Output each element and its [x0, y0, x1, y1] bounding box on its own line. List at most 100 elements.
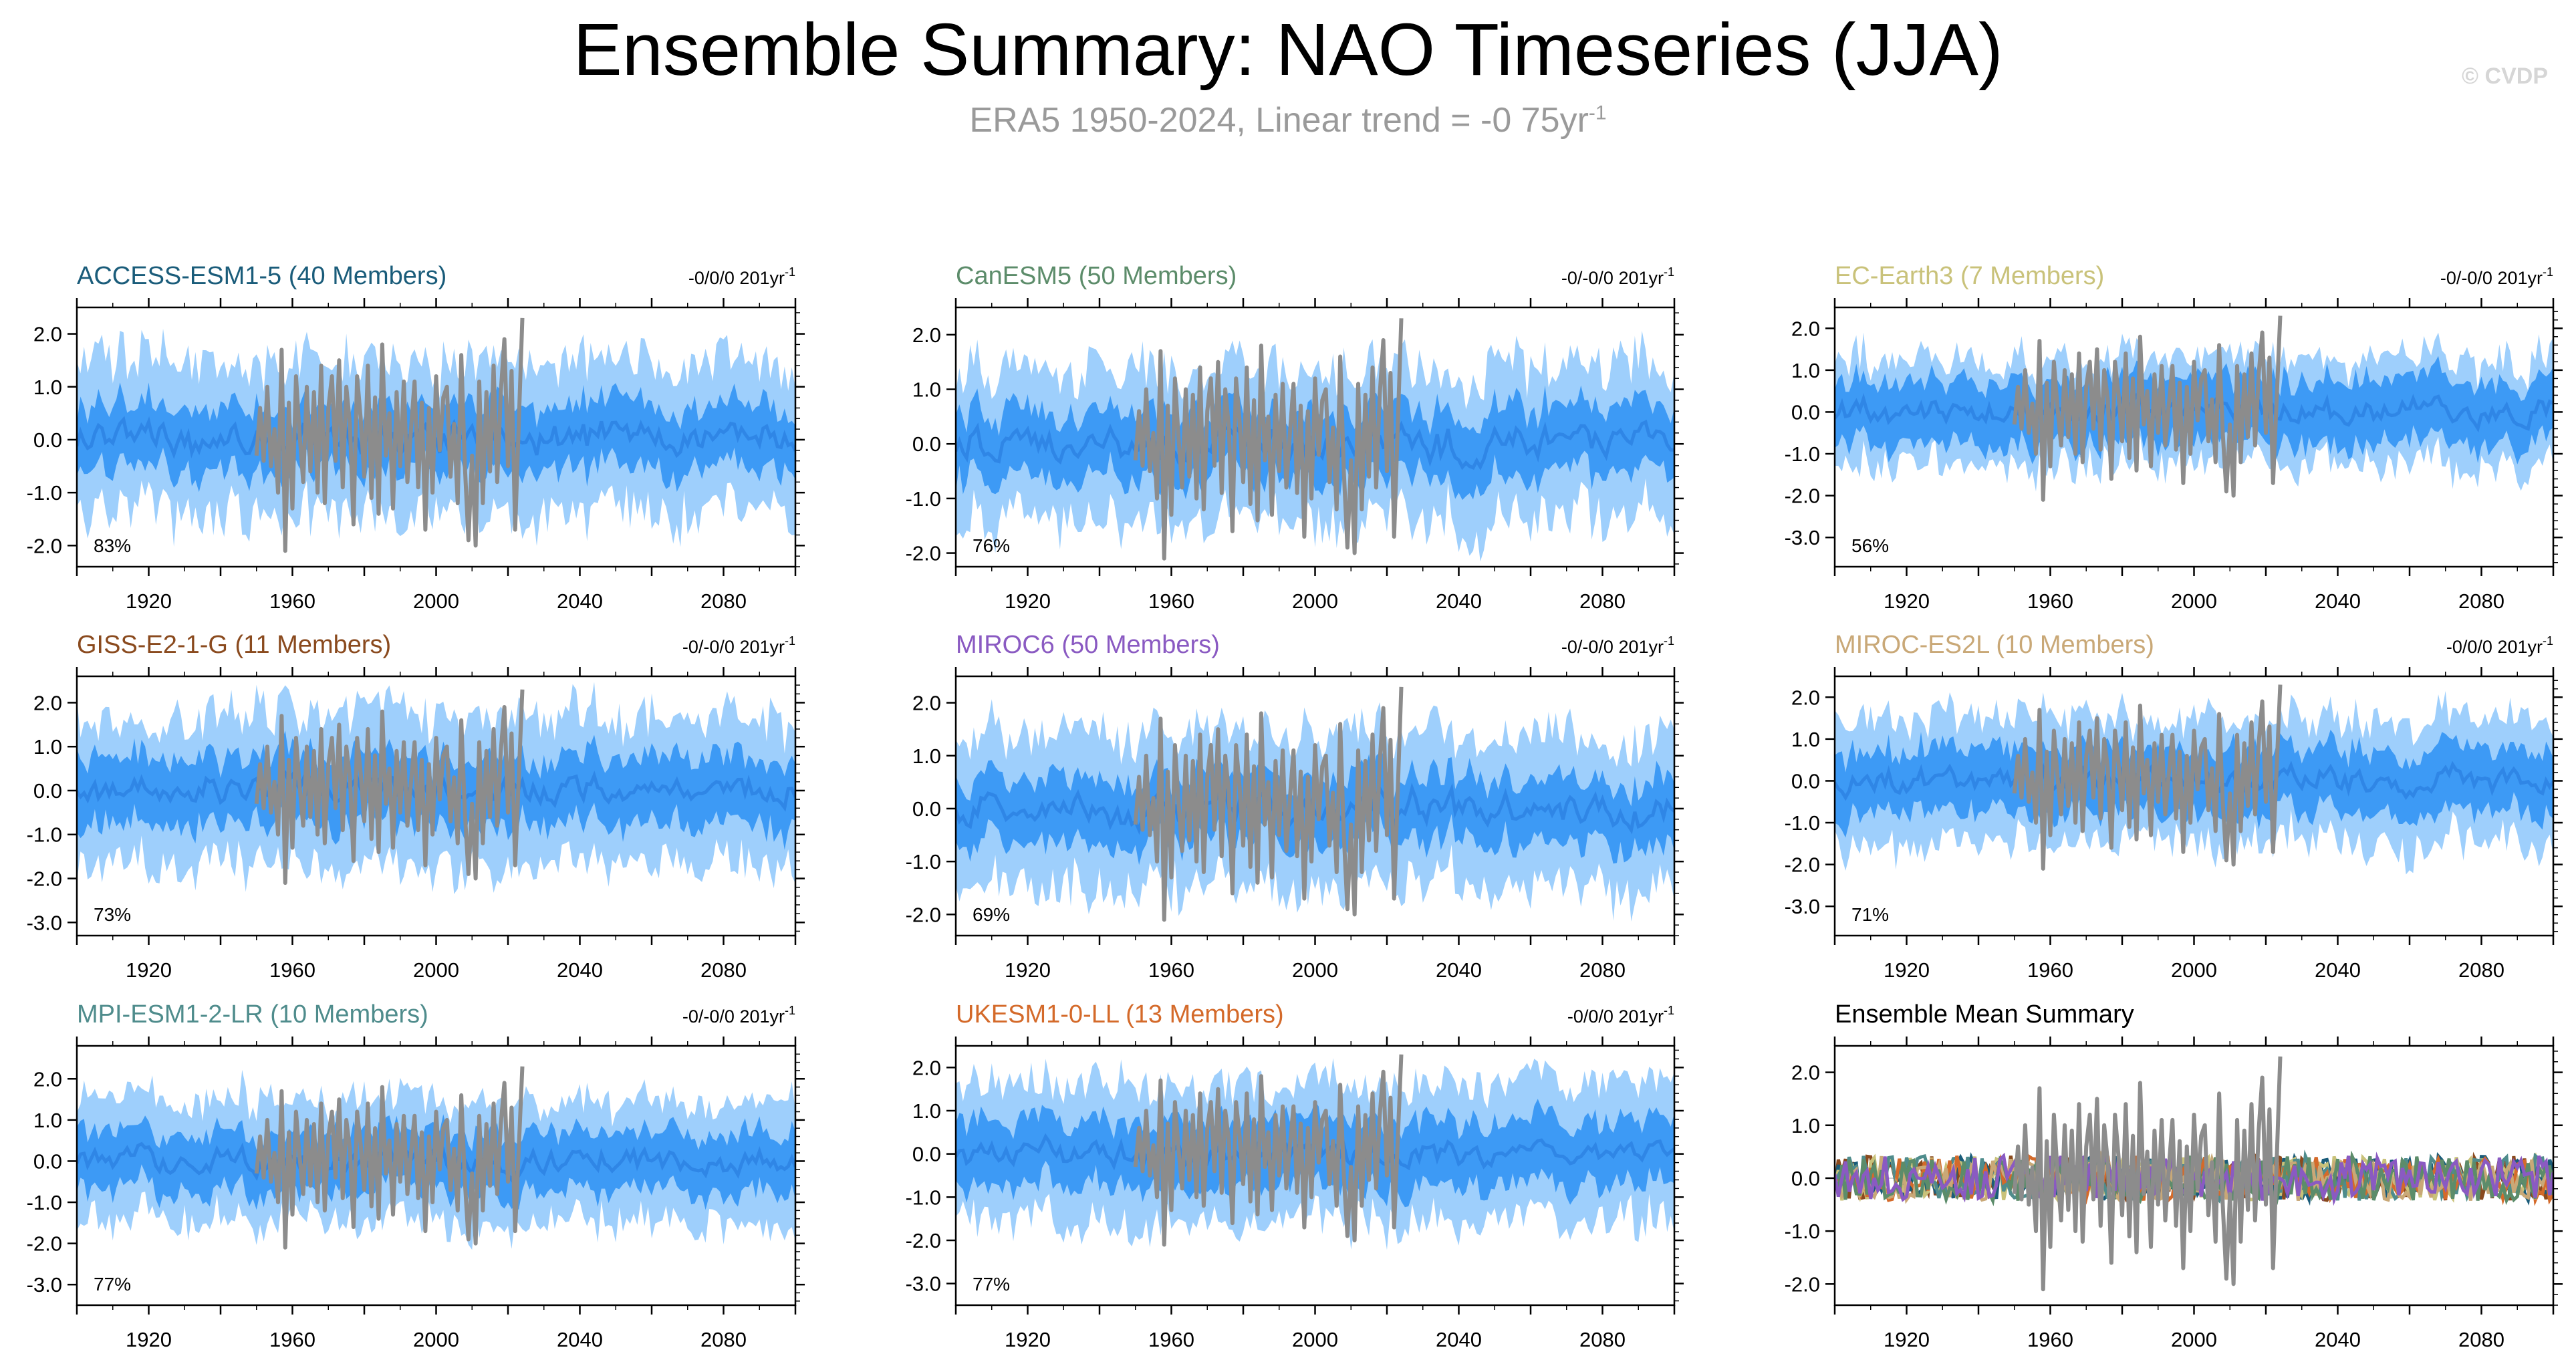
- trend-label: -0/-0/0 201yr-1: [1561, 265, 1674, 288]
- plot-area: [77, 682, 795, 894]
- x-tick-label: 2040: [557, 958, 603, 982]
- y-tick-label: 0.0: [912, 1143, 941, 1166]
- x-tick-label: 1920: [126, 958, 172, 982]
- plot-area: [77, 317, 795, 553]
- x-tick-label: 2040: [1436, 589, 1482, 613]
- y-tick-label: 1.0: [1791, 728, 1820, 751]
- chart-panel-8: 2.0 1.0 0.0 -1.0 -2.0 -3.0 1920 1960 2000 2040 208…: [906, 1000, 1684, 1351]
- y-tick-label: 0.0: [33, 428, 62, 452]
- panel-title: UKESM1-0-LL (13 Members): [956, 1000, 1284, 1028]
- panel-title: Ensemble Mean Summary: [1835, 1000, 2134, 1028]
- percent-label: 56%: [1851, 535, 1889, 556]
- model-mean-series-7: [1835, 1150, 2553, 1206]
- trend-label: -0/-0/0 201yr-1: [682, 1004, 795, 1026]
- y-tick-label: 2.0: [1791, 1061, 1820, 1085]
- y-tick-label: -1.0: [906, 1186, 941, 1209]
- trend-superscript: -1: [2543, 634, 2553, 648]
- percent-label: 73%: [94, 904, 131, 925]
- inner-spread-band: [1835, 729, 2553, 838]
- trend-text: -0/0/0 201yr: [1567, 1006, 1664, 1026]
- y-tick-label: -2.0: [27, 1232, 62, 1256]
- chart-panel-1: 2.0 1.0 0.0 -1.0 -2.0 1920 1960 2000 2040 2080 ACC…: [27, 262, 805, 613]
- x-tick-label: 2080: [700, 589, 747, 613]
- x-tick-label: 2000: [2171, 1328, 2217, 1351]
- panel-title: MIROC6 (50 Members): [956, 631, 1220, 659]
- observed-series-line: [1133, 686, 1404, 922]
- chart-panel-5: 2.0 1.0 0.0 -1.0 -2.0 1920 1960 2000 2040 2080 MIR…: [906, 631, 1684, 982]
- trend-label: -0/0/0 201yr-1: [1567, 1004, 1674, 1026]
- trend-superscript: -1: [1664, 634, 1674, 648]
- y-tick-label: -2.0: [906, 903, 941, 926]
- y-tick-label: 0.0: [1791, 769, 1820, 793]
- y-tick-label: -1.0: [27, 481, 62, 505]
- trend-text: -0/0/0 201yr: [688, 268, 785, 288]
- y-tick-label: -2.0: [1785, 853, 1820, 877]
- y-tick-label: 2.0: [912, 1056, 941, 1079]
- trend-superscript: -1: [1664, 1004, 1674, 1017]
- x-tick-label: 1960: [2027, 1328, 2073, 1351]
- y-tick-label: 2.0: [33, 323, 62, 346]
- y-tick-label: -2.0: [1785, 485, 1820, 508]
- y-tick-label: 1.0: [1791, 1114, 1820, 1137]
- observed-series-line: [254, 689, 525, 885]
- panel-title: MPI-ESM1-2-LR (10 Members): [77, 1000, 428, 1028]
- x-tick-label: 1920: [126, 589, 172, 613]
- x-tick-label: 2040: [2315, 958, 2361, 982]
- panel-title: CanESM5 (50 Members): [956, 262, 1237, 290]
- x-tick-label: 2040: [1436, 1328, 1482, 1351]
- x-tick-label: 1960: [2027, 589, 2073, 613]
- trend-label: -0/-0/0 201yr-1: [682, 634, 795, 657]
- plot-area: [956, 318, 1674, 562]
- x-tick-label: 2080: [2458, 589, 2504, 613]
- y-tick-label: 1.0: [33, 735, 62, 759]
- percent-label: 83%: [94, 535, 131, 556]
- trend-text: -0/-0/0 201yr: [1561, 268, 1664, 288]
- x-tick-label: 2080: [700, 1328, 747, 1351]
- percent-label: 77%: [973, 1274, 1010, 1294]
- x-tick-label: 1960: [1148, 958, 1194, 982]
- plot-area: [1835, 684, 2553, 875]
- plot-area: [77, 1066, 795, 1250]
- trend-text: -0/-0/0 201yr: [2440, 268, 2543, 288]
- y-tick-label: -3.0: [906, 1272, 941, 1296]
- x-tick-label: 1960: [1148, 1328, 1194, 1351]
- x-tick-label: 2000: [413, 589, 459, 613]
- x-tick-label: 2040: [557, 589, 603, 613]
- observed-series-line: [1133, 318, 1404, 561]
- chart-panel-9: 2.0 1.0 0.0 -1.0 -2.0 1920 1960 2000 2040 2080 Ens…: [1785, 1000, 2563, 1351]
- observed-series-line: [2012, 315, 2283, 502]
- x-tick-label: 1920: [1005, 1328, 1051, 1351]
- plot-area: [956, 686, 1674, 922]
- trend-text: -0/-0/0 201yr: [1561, 637, 1664, 657]
- x-tick-label: 2040: [2315, 1328, 2361, 1351]
- trend-label: -0/-0/0 201yr-1: [1561, 634, 1674, 657]
- percent-label: 69%: [973, 904, 1010, 925]
- y-tick-label: 0.0: [1791, 400, 1820, 424]
- y-tick-label: -1.0: [906, 487, 941, 511]
- observed-series-line: [254, 317, 525, 553]
- y-tick-label: 0.0: [33, 1149, 62, 1173]
- y-tick-label: 1.0: [912, 378, 941, 402]
- y-tick-label: 0.0: [912, 432, 941, 456]
- x-tick-label: 2080: [1579, 1328, 1626, 1351]
- y-tick-label: -2.0: [27, 867, 62, 891]
- y-tick-label: 1.0: [33, 376, 62, 399]
- x-tick-label: 1920: [1884, 958, 1930, 982]
- x-tick-label: 2000: [2171, 589, 2217, 613]
- panel-title: ACCESS-ESM1-5 (40 Members): [77, 262, 446, 290]
- x-tick-label: 1920: [1884, 589, 1930, 613]
- chart-panel-4: 2.0 1.0 0.0 -1.0 -2.0 -3.0 1920 1960 2000 2040 208…: [27, 631, 805, 982]
- chart-panel-7: 2.0 1.0 0.0 -1.0 -2.0 -3.0 1920 1960 2000 2040 208…: [27, 1000, 805, 1351]
- percent-label: 76%: [973, 535, 1010, 556]
- y-tick-label: -1.0: [27, 823, 62, 847]
- trend-superscript: -1: [785, 634, 795, 648]
- x-tick-label: 2080: [1579, 589, 1626, 613]
- trend-superscript: -1: [785, 265, 795, 279]
- x-tick-label: 2000: [1292, 589, 1338, 613]
- x-tick-label: 1960: [269, 958, 315, 982]
- ensemble-mean-line: [956, 420, 1674, 470]
- y-tick-label: 2.0: [1791, 686, 1820, 709]
- y-tick-label: -3.0: [1785, 895, 1820, 918]
- panel-title: MIROC-ES2L (10 Members): [1835, 631, 2154, 659]
- percent-label: 77%: [94, 1274, 131, 1294]
